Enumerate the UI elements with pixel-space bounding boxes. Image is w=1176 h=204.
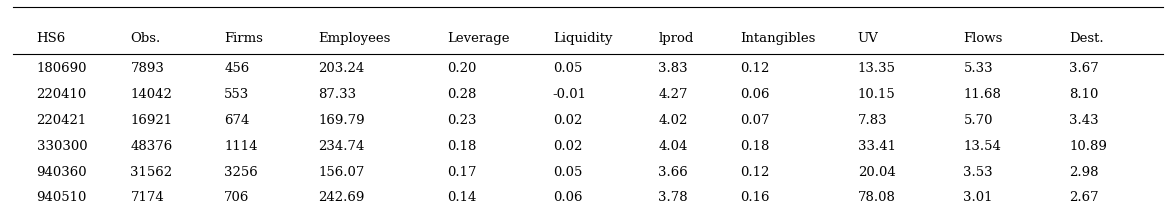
Text: 0.07: 0.07 xyxy=(741,114,770,127)
Text: 0.06: 0.06 xyxy=(741,88,770,101)
Text: 0.02: 0.02 xyxy=(553,114,582,127)
Text: 20.04: 20.04 xyxy=(857,166,896,178)
Text: 13.54: 13.54 xyxy=(963,140,1001,153)
Text: 33.41: 33.41 xyxy=(857,140,896,153)
Text: Employees: Employees xyxy=(319,32,390,45)
Text: 5.70: 5.70 xyxy=(963,114,993,127)
Text: 3.83: 3.83 xyxy=(659,62,688,75)
Text: Leverage: Leverage xyxy=(447,32,509,45)
Text: 3.43: 3.43 xyxy=(1069,114,1098,127)
Text: 0.14: 0.14 xyxy=(447,191,476,204)
Text: 3.53: 3.53 xyxy=(963,166,993,178)
Text: 3256: 3256 xyxy=(225,166,258,178)
Text: 4.27: 4.27 xyxy=(659,88,688,101)
Text: 4.04: 4.04 xyxy=(659,140,688,153)
Text: 0.23: 0.23 xyxy=(447,114,476,127)
Text: Intangibles: Intangibles xyxy=(741,32,816,45)
Text: 3.66: 3.66 xyxy=(659,166,688,178)
Text: 156.07: 156.07 xyxy=(319,166,365,178)
Text: 169.79: 169.79 xyxy=(319,114,365,127)
Text: 330300: 330300 xyxy=(36,140,87,153)
Text: UV: UV xyxy=(857,32,878,45)
Text: 14042: 14042 xyxy=(131,88,173,101)
Text: 2.98: 2.98 xyxy=(1069,166,1098,178)
Text: 0.17: 0.17 xyxy=(447,166,476,178)
Text: 940510: 940510 xyxy=(36,191,87,204)
Text: 0.12: 0.12 xyxy=(741,62,770,75)
Text: 0.28: 0.28 xyxy=(447,88,476,101)
Text: 0.18: 0.18 xyxy=(447,140,476,153)
Text: 180690: 180690 xyxy=(36,62,87,75)
Text: 220421: 220421 xyxy=(36,114,87,127)
Text: 220410: 220410 xyxy=(36,88,87,101)
Text: 0.20: 0.20 xyxy=(447,62,476,75)
Text: 10.89: 10.89 xyxy=(1069,140,1107,153)
Text: 456: 456 xyxy=(225,62,249,75)
Text: 7893: 7893 xyxy=(131,62,165,75)
Text: 16921: 16921 xyxy=(131,114,173,127)
Text: HS6: HS6 xyxy=(36,32,66,45)
Text: 5.33: 5.33 xyxy=(963,62,993,75)
Text: 78.08: 78.08 xyxy=(857,191,896,204)
Text: 203.24: 203.24 xyxy=(319,62,365,75)
Text: 234.74: 234.74 xyxy=(319,140,365,153)
Text: 13.35: 13.35 xyxy=(857,62,896,75)
Text: 0.05: 0.05 xyxy=(553,62,582,75)
Text: -0.01: -0.01 xyxy=(553,88,587,101)
Text: 0.05: 0.05 xyxy=(553,166,582,178)
Text: 8.10: 8.10 xyxy=(1069,88,1098,101)
Text: 0.06: 0.06 xyxy=(553,191,582,204)
Text: 11.68: 11.68 xyxy=(963,88,1001,101)
Text: 2.67: 2.67 xyxy=(1069,191,1098,204)
Text: 7174: 7174 xyxy=(131,191,165,204)
Text: 3.01: 3.01 xyxy=(963,191,993,204)
Text: 242.69: 242.69 xyxy=(319,191,365,204)
Text: 3.67: 3.67 xyxy=(1069,62,1098,75)
Text: 7.83: 7.83 xyxy=(857,114,888,127)
Text: 4.02: 4.02 xyxy=(659,114,688,127)
Text: 1114: 1114 xyxy=(225,140,258,153)
Text: 940360: 940360 xyxy=(36,166,87,178)
Text: 31562: 31562 xyxy=(131,166,173,178)
Text: 0.16: 0.16 xyxy=(741,191,770,204)
Text: Obs.: Obs. xyxy=(131,32,161,45)
Text: 87.33: 87.33 xyxy=(319,88,356,101)
Text: Flows: Flows xyxy=(963,32,1003,45)
Text: 3.78: 3.78 xyxy=(659,191,688,204)
Text: 0.18: 0.18 xyxy=(741,140,770,153)
Text: Firms: Firms xyxy=(225,32,263,45)
Text: 0.12: 0.12 xyxy=(741,166,770,178)
Text: 674: 674 xyxy=(225,114,249,127)
Text: Liquidity: Liquidity xyxy=(553,32,613,45)
Text: 553: 553 xyxy=(225,88,249,101)
Text: 706: 706 xyxy=(225,191,249,204)
Text: Dest.: Dest. xyxy=(1069,32,1103,45)
Text: lprod: lprod xyxy=(659,32,694,45)
Text: 10.15: 10.15 xyxy=(857,88,896,101)
Text: 0.02: 0.02 xyxy=(553,140,582,153)
Text: 48376: 48376 xyxy=(131,140,173,153)
